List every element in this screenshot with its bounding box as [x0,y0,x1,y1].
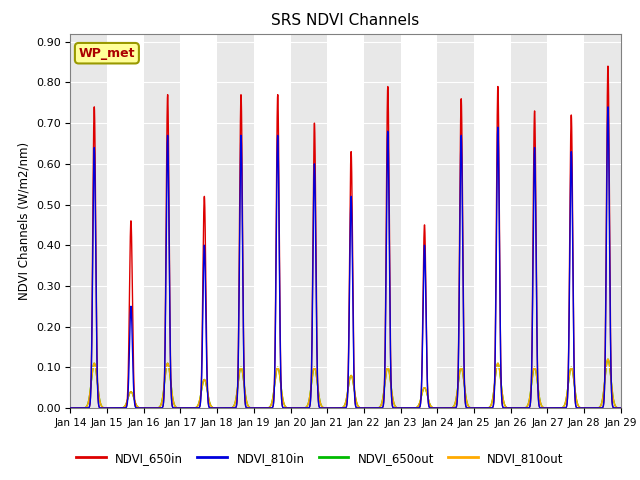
Title: SRS NDVI Channels: SRS NDVI Channels [271,13,420,28]
Bar [217,34,254,408]
Legend: NDVI_650in, NDVI_810in, NDVI_650out, NDVI_810out: NDVI_650in, NDVI_810in, NDVI_650out, NDV… [72,447,568,469]
NDVI_810in [604,104,612,110]
NDVI_810in [418,380,426,386]
Line: NDVI_650in: NDVI_650in [70,66,621,408]
NDVI_810out [418,392,426,398]
Y-axis label: NDVI Channels (W/m2/nm): NDVI Channels (W/m2/nm) [17,142,30,300]
NDVI_810in [609,405,617,410]
NDVI_810out [617,405,625,411]
NDVI_650out [617,405,625,411]
Bar [144,34,180,408]
Line: NDVI_810in: NDVI_810in [70,107,621,408]
NDVI_810out [616,405,623,411]
NDVI_650out [67,405,74,411]
NDVI_650in [314,387,322,393]
Bar [511,34,547,408]
Bar [70,34,107,408]
NDVI_650in [560,405,568,411]
NDVI_650in [67,405,74,411]
NDVI_650in [545,405,552,411]
NDVI_810in [616,405,623,411]
NDVI_810in [617,405,625,411]
NDVI_650out [545,405,552,411]
Bar [584,34,621,408]
NDVI_810out [560,403,568,409]
NDVI_810in [67,405,74,411]
NDVI_810out [67,405,74,411]
Bar [254,34,291,408]
Bar [547,34,584,408]
NDVI_650out [418,392,426,398]
Bar [180,34,217,408]
Bar [327,34,364,408]
NDVI_650out [609,396,617,401]
Text: WP_met: WP_met [79,47,135,60]
Bar [107,34,144,408]
NDVI_650out [604,356,612,362]
NDVI_810out [609,396,617,401]
Line: NDVI_810out: NDVI_810out [70,359,621,408]
Line: NDVI_650out: NDVI_650out [70,359,621,408]
Bar [364,34,401,408]
Bar [437,34,474,408]
NDVI_650in [617,405,625,411]
NDVI_650in [418,377,426,383]
NDVI_650in [609,405,617,410]
NDVI_650in [616,405,623,411]
NDVI_810out [604,356,612,362]
NDVI_650in [604,63,612,69]
NDVI_810in [560,405,568,411]
NDVI_810out [545,405,552,411]
Bar [401,34,437,408]
Bar [291,34,327,408]
NDVI_650out [314,385,322,391]
NDVI_810out [314,385,322,391]
NDVI_810in [314,390,322,396]
NDVI_650out [616,405,623,411]
Bar [474,34,511,408]
NDVI_810in [545,405,552,411]
NDVI_650out [560,403,568,409]
